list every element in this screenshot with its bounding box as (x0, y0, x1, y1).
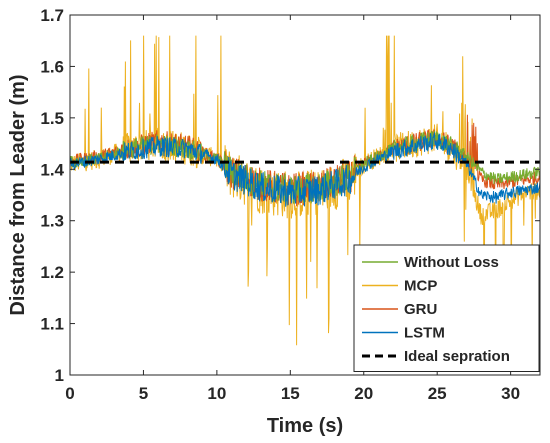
x-tick-label: 20 (354, 384, 373, 403)
y-tick-label: 1.6 (40, 57, 64, 76)
y-tick-label: 1 (55, 366, 64, 385)
legend: Without Loss MCP GRU LSTM Ideal sepration (354, 245, 539, 372)
y-tick-label: 1.7 (40, 6, 64, 25)
y-tick-label: 1.2 (40, 263, 64, 282)
y-tick-label: 1.5 (40, 109, 64, 128)
legend-label: MCP (404, 278, 437, 295)
legend-label: Without Loss (404, 254, 499, 271)
y-tick-label: 1.1 (40, 315, 64, 334)
y-tick-label: 1.3 (40, 212, 64, 231)
y-axis-label: Distance from Leader (m) (7, 74, 29, 315)
x-tick-label: 25 (428, 384, 447, 403)
legend-label: Ideal sepration (404, 348, 510, 365)
x-tick-label: 30 (501, 384, 520, 403)
x-tick-label: 10 (207, 384, 226, 403)
x-axis-label: Time (s) (267, 415, 343, 437)
x-tick-label: 0 (65, 384, 74, 403)
x-tick-label: 15 (281, 384, 300, 403)
legend-label: GRU (404, 301, 437, 318)
y-tick-label: 1.4 (40, 160, 64, 179)
x-tick-label: 5 (139, 384, 148, 403)
legend-label: LSTM (404, 325, 445, 342)
